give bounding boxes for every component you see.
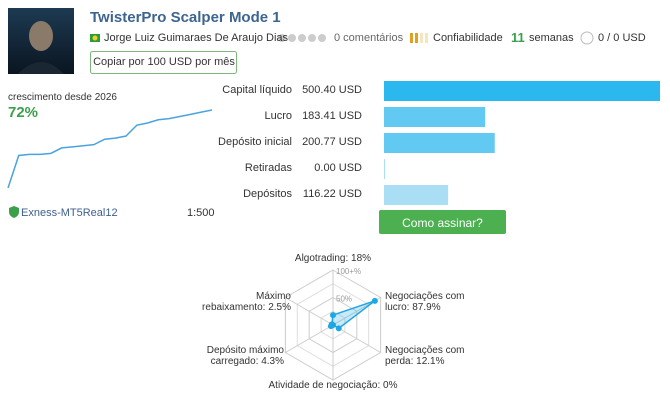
avatar-face	[29, 21, 53, 51]
subscribe-button[interactable]: Como assinar?	[402, 216, 483, 230]
balance-bar	[384, 185, 449, 205]
balance-bar	[384, 81, 660, 101]
radar-point	[328, 321, 335, 328]
balance-bar	[384, 107, 486, 127]
balance-label: Depósitos	[243, 188, 292, 200]
balance-value: 183.41 USD	[302, 110, 362, 122]
balance-value: 116.22 USD	[302, 188, 362, 200]
verified-icon	[9, 206, 19, 218]
radar-label: Depósito máximo carregado: 4.3%	[206, 345, 284, 367]
balance-label: Capital líquido	[222, 84, 292, 96]
radar-label: Negociações com perda: 12.1%	[385, 345, 465, 367]
radar-label: Atividade de negociação: 0%	[268, 380, 398, 391]
balance-value: 500.40 USD	[302, 84, 362, 96]
radar-tick-label: 50%	[336, 295, 352, 304]
flag-dot	[92, 35, 98, 41]
radar-label: Máximo rebaixamento: 2.5%	[202, 291, 291, 313]
author[interactable]: Jorge Luiz Guimaraes De Araujo Dias	[104, 32, 289, 44]
balance-label: Lucro	[264, 110, 292, 122]
copy-button[interactable]: Copiar por 100 USD por mês	[93, 56, 235, 68]
growth-label: crescimento desde 2026	[8, 92, 117, 103]
reliability-icon	[410, 33, 428, 43]
reliability: Confiabilidade	[433, 32, 503, 44]
balance-value: 200.77 USD	[302, 136, 362, 148]
broker[interactable]: Exness-MT5Real12	[21, 207, 118, 219]
radar-point	[371, 297, 378, 304]
radar-point	[330, 312, 336, 319]
stars	[278, 34, 326, 42]
title: TwisterPro Scalper Mode 1	[90, 9, 281, 26]
subscribers: 0 / 0 USD	[598, 32, 646, 44]
growth-line	[7, 109, 213, 189]
balance-label: Depósito inicial	[218, 136, 292, 148]
radar-tick-label: 100+%	[336, 267, 361, 276]
growth-value: 72%	[8, 104, 39, 121]
balance-bar	[384, 133, 495, 153]
balance-bar	[384, 159, 385, 179]
comments[interactable]: 0 comentários	[334, 32, 404, 44]
subscribers-icon	[580, 31, 594, 45]
radar-label: Negociações com lucro: 87.9%	[385, 291, 465, 313]
balance-value: 0.00 USD	[314, 162, 362, 174]
balance-label: Retiradas	[244, 162, 292, 174]
subscribe-button-frame[interactable]	[379, 210, 506, 234]
radar-spoke	[285, 297, 334, 326]
avatar-body	[18, 62, 64, 74]
radar-point	[335, 325, 342, 332]
weeks: 11	[511, 30, 525, 45]
radar-spoke	[285, 324, 334, 353]
leverage: 1:500	[187, 207, 215, 219]
weeks-label: semanas	[529, 32, 574, 44]
radar-label: Algotrading: 18%	[294, 253, 372, 264]
copy-button-frame[interactable]	[90, 51, 237, 74]
